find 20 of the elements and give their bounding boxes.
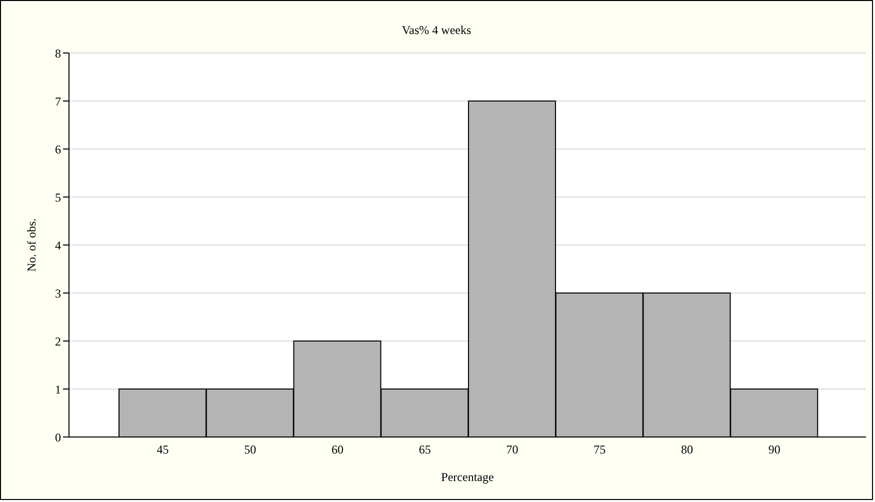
x-tick-label: 60 [331, 442, 344, 457]
y-tick-label: 3 [55, 286, 61, 300]
chart-title: Vas% 4 weeks [400, 23, 472, 38]
y-tick-label: 7 [55, 94, 61, 108]
y-tick-label: 1 [55, 382, 61, 396]
x-tick-label: 80 [680, 442, 693, 457]
y-tick-label: 5 [55, 190, 61, 204]
x-axis-title: Percentage [441, 470, 494, 484]
y-tick-label: 6 [55, 142, 61, 156]
y-tick-label: 8 [55, 46, 61, 60]
y-axis-title: No. of obs. [24, 218, 38, 272]
x-tick-label: 75 [594, 442, 606, 457]
x-tick-label: 90 [768, 442, 780, 457]
x-tick-label: 45 [156, 442, 169, 457]
y-tick-label: 0 [55, 430, 61, 444]
y-tick-label: 2 [55, 334, 61, 348]
x-tick-label: 65 [418, 442, 431, 457]
x-tick-label: 70 [506, 442, 518, 457]
x-tick-label: 50 [244, 442, 256, 457]
y-tick-label: 4 [55, 238, 61, 252]
